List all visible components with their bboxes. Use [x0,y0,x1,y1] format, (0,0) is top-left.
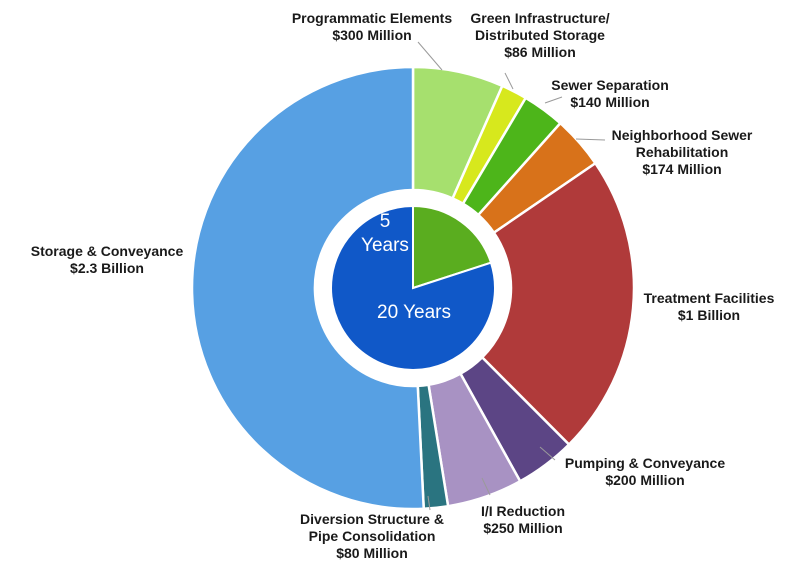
slice-label-line: $200 Million [605,472,684,488]
slice-labels: Programmatic Elements $300 Million Green I… [31,10,775,561]
ring-slice-4 [480,161,636,447]
inner-labels: 5 Years 20 Years [361,211,451,323]
slice-label-8: Storage & Conveyance $2.3 Billion [31,243,184,276]
inner-label-line: 5 [380,211,391,232]
inner-label-line: Years [361,235,409,256]
slice-label-4: Treatment Facilities $1 Billion [644,290,775,323]
slice-label-0: Programmatic Elements $300 Million [292,10,452,43]
slice-label-1: Green Infrastructure/Distributed Storage… [470,10,609,60]
inner-label-0: 5 Years [361,211,409,256]
slice-label-3: Neighborhood Sewer Rehabilitation $174 Mil… [612,127,753,177]
leader-line-2 [544,96,563,104]
leader-line-1 [504,72,514,90]
slice-label-line: I/I Reduction [481,503,565,519]
ring-slice-8 [190,65,426,511]
slice-label-line: $1 Billion [678,307,740,323]
slice-label-line: $86 Million [504,44,576,60]
inner-label-line: 20 Years [377,302,451,323]
slice-label-5: Pumping & Conveyance $200 Million [565,455,725,488]
slice-label-line: $80 Million [336,545,408,561]
slice-label-line: Pumping & Conveyance [565,455,725,471]
slice-label-line: Storage & Conveyance [31,243,184,259]
slice-label-line: Neighborhood Sewer [612,127,753,143]
slice-label-line: Green Infrastructure/ [470,10,609,26]
outer-ring [190,65,636,511]
leader-line-5 [539,446,556,461]
slice-label-line: Rehabilitation [636,144,729,160]
slice-label-line: $2.3 Billion [70,260,144,276]
slice-label-6: I/I Reduction $250 Million [481,503,565,536]
slice-label-line: Distributed Storage [475,27,605,43]
slice-label-line: $174 Million [642,161,721,177]
leader-line-0 [417,41,443,71]
inner-pie [330,204,496,371]
inner-label-1: 20 Years [377,302,451,323]
leader-lines [417,41,606,511]
slice-label-line: Sewer Separation [551,77,669,93]
slice-label-line: Pipe Consolidation [309,528,436,544]
slice-label-line: Treatment Facilities [644,290,775,306]
slice-label-line: Programmatic Elements [292,10,452,26]
leader-line-6 [481,477,491,496]
slice-label-line: Diversion Structure & [300,511,444,527]
slice-label-2: Sewer Separation $140 Million [551,77,669,110]
slice-label-line: $300 Million [332,27,411,43]
leader-line-7 [427,495,431,511]
inner-slice-0 [412,204,493,290]
slice-label-line: $250 Million [483,520,562,536]
slice-label-7: Diversion Structure & Pipe Consolidation $… [300,511,444,561]
inner-slice-1 [330,204,496,371]
slice-label-line: $140 Million [570,94,649,110]
leader-line-3 [575,138,606,141]
